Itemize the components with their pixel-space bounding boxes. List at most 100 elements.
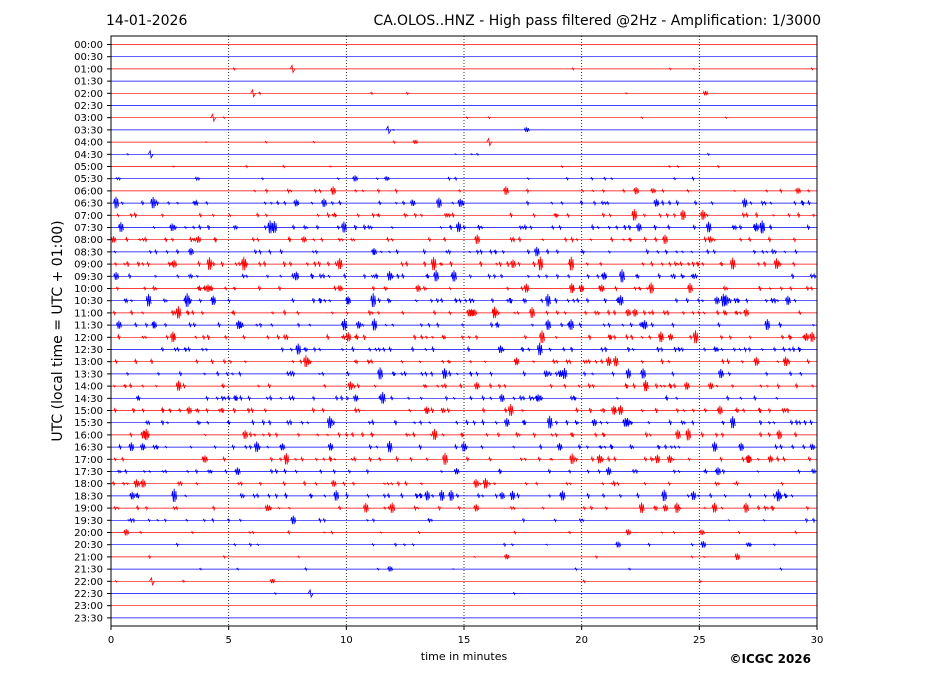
trace-activity xyxy=(204,137,493,147)
trace-activity xyxy=(113,502,809,513)
trace-activity xyxy=(250,88,709,99)
trace-activity xyxy=(116,209,816,221)
y-tick-label: 06:00 xyxy=(74,186,103,197)
x-tick-label: 10 xyxy=(340,635,353,646)
y-tick-label: 18:30 xyxy=(74,491,103,502)
y-tick-label: 19:30 xyxy=(74,516,103,527)
trace-activity xyxy=(135,391,779,404)
y-tick-label: 17:00 xyxy=(74,455,103,466)
trace-activity xyxy=(147,552,741,560)
y-tick-label: 15:30 xyxy=(74,418,103,429)
trace-activity xyxy=(111,477,784,489)
trace-activity xyxy=(113,246,798,257)
y-tick-label: 11:00 xyxy=(74,308,103,319)
x-tick-label: 30 xyxy=(811,635,824,646)
y-tick-label: 22:30 xyxy=(74,589,103,600)
y-tick-label: 12:00 xyxy=(74,333,103,344)
trace-activity xyxy=(113,452,811,465)
x-tick-label: 20 xyxy=(575,635,588,646)
trace-activity xyxy=(112,306,802,319)
x-axis: 0 5 10 15 20 25 30 xyxy=(108,626,824,646)
y-tick-label: 18:00 xyxy=(74,479,103,490)
trace-activity xyxy=(116,318,816,331)
trace-activity xyxy=(273,588,516,599)
y-tick-label: 17:30 xyxy=(74,467,103,478)
y-tick-label: 21:00 xyxy=(74,552,103,563)
trace-activity xyxy=(160,342,802,356)
trace-activity xyxy=(112,379,815,392)
y-tick-label: 19:00 xyxy=(74,504,103,515)
y-tick-label: 00:30 xyxy=(74,52,103,63)
trace-activity xyxy=(210,112,728,123)
trace-activity xyxy=(118,220,810,234)
trace-activity xyxy=(123,528,798,536)
y-tick-label: 16:30 xyxy=(74,443,103,454)
y-tick-label: 05:00 xyxy=(74,162,103,173)
date-label: 14-01-2026 xyxy=(106,13,187,29)
trace-activity xyxy=(253,186,811,195)
y-tick-label: 02:30 xyxy=(74,101,103,112)
y-tick-label: 04:30 xyxy=(74,150,103,161)
y-tick-label: 05:30 xyxy=(74,174,103,185)
y-tick-label: 10:00 xyxy=(74,284,103,295)
y-tick-label: 07:30 xyxy=(74,223,103,234)
x-tick-label: 0 xyxy=(108,635,114,646)
y-tick-label: 03:00 xyxy=(74,113,103,124)
y-tick-label: 15:00 xyxy=(74,406,103,417)
trace-activity xyxy=(113,196,811,209)
x-axis-label: time in minutes xyxy=(421,650,508,663)
y-tick-label: 13:30 xyxy=(74,369,103,380)
y-tick-label: 09:00 xyxy=(74,260,103,271)
trace-activity xyxy=(199,565,783,572)
y-tick-label: 14:30 xyxy=(74,394,103,405)
y-tick-label: 12:30 xyxy=(74,345,103,356)
trace-activity xyxy=(175,540,777,548)
y-axis-label: UTC (local time = UTC + 01:00) xyxy=(50,220,66,441)
y-tick-label: 04:00 xyxy=(74,138,103,149)
trace-activity xyxy=(129,488,794,502)
trace-activity xyxy=(127,515,816,525)
trace-activity xyxy=(232,64,814,74)
trace-activity xyxy=(129,428,798,441)
y-tick-label: 08:00 xyxy=(74,235,103,246)
trace-activity xyxy=(172,164,720,169)
y-tick-label: 01:00 xyxy=(74,64,103,75)
trace-activity xyxy=(118,440,816,453)
trace-activity xyxy=(126,149,710,160)
trace-activity xyxy=(113,256,796,271)
y-tick-label: 13:00 xyxy=(74,357,103,368)
y-tick-label: 20:00 xyxy=(74,528,103,539)
trace-activity xyxy=(110,234,797,244)
trace-activity xyxy=(145,415,813,429)
y-tick-label: 02:00 xyxy=(74,89,103,100)
y-tick-label: 14:00 xyxy=(74,382,103,393)
copyright: ©ICGC 2026 xyxy=(729,652,811,666)
trace-activity xyxy=(115,175,695,182)
y-tick-label: 23:30 xyxy=(74,613,103,624)
trace-activity xyxy=(385,125,530,135)
trace-activity xyxy=(125,367,803,380)
trace-activity xyxy=(117,330,815,344)
grid-lines xyxy=(228,36,700,626)
trace-activity xyxy=(114,576,702,587)
y-tick-label: 20:30 xyxy=(74,540,103,551)
trace-activity xyxy=(123,293,797,308)
y-tick-label: 09:30 xyxy=(74,272,103,283)
y-tick-label: 06:30 xyxy=(74,199,103,210)
x-tick-label: 15 xyxy=(458,635,471,646)
y-tick-label: 00:00 xyxy=(74,40,103,51)
trace-activity xyxy=(115,282,814,294)
trace-activity xyxy=(113,269,817,283)
y-tick-label: 11:30 xyxy=(74,321,103,332)
y-tick-label: 03:30 xyxy=(74,125,103,136)
trace-activity xyxy=(113,403,790,416)
y-tick-label: 10:30 xyxy=(74,296,103,307)
trace-activity xyxy=(114,355,810,368)
y-tick-label: 22:00 xyxy=(74,577,103,588)
y-tick-label: 21:30 xyxy=(74,565,103,576)
traces xyxy=(110,44,817,619)
x-tick-label: 25 xyxy=(693,635,706,646)
y-tick-label: 01:30 xyxy=(74,77,103,88)
